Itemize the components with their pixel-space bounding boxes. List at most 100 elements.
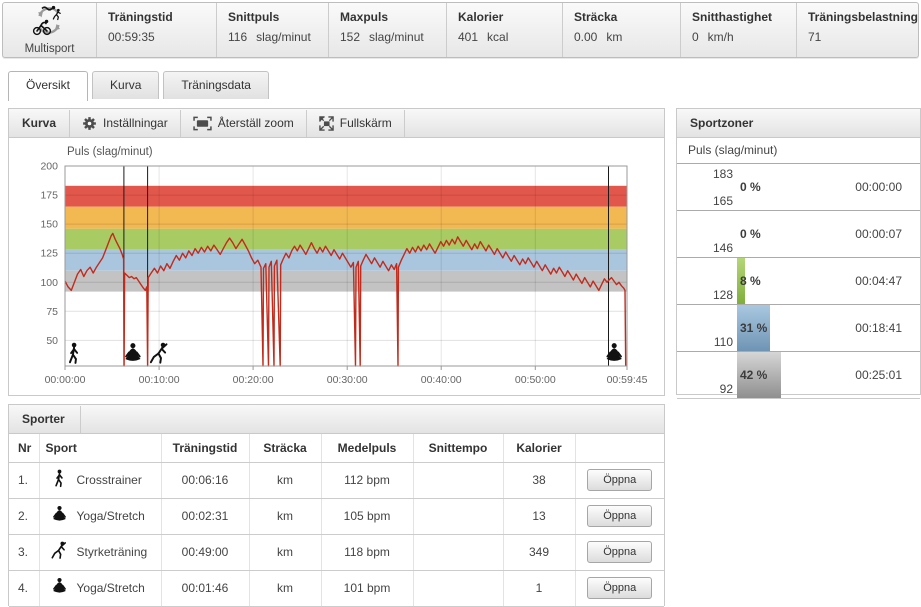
sport-duration: 00:01:46 — [161, 570, 249, 606]
svg-text:200: 200 — [40, 161, 58, 173]
sport-avg-hr: 118 bpm — [321, 534, 413, 570]
stat-unit: slag/minut — [369, 30, 424, 44]
app-window: { "header": { "activity_label": "Multisp… — [0, 0, 921, 607]
topbar-stat: Snitthastighet0km/h — [681, 3, 797, 57]
zone-percentage: 31 % — [740, 321, 767, 335]
svg-text:00:59:45: 00:59:45 — [607, 374, 648, 386]
strength-icon — [50, 541, 69, 563]
curve-panel-title: Kurva — [9, 109, 69, 137]
stat-unit: km — [606, 30, 622, 44]
svg-text:150: 150 — [40, 219, 58, 231]
table-row: 1.Crosstrainer00:06:16km112 bpm38Öppna — [9, 462, 664, 498]
fullscreen-icon — [319, 116, 334, 131]
sport-duration: 00:49:00 — [161, 534, 249, 570]
stat-unit: km/h — [708, 30, 734, 44]
zone-lower-bound: 128 — [687, 288, 733, 302]
sport-distance: km — [249, 570, 321, 606]
yoga-icon — [125, 343, 140, 361]
sport-pace — [413, 534, 503, 570]
sport-name: Styrketräning — [77, 545, 148, 559]
sport-duration: 00:02:31 — [161, 498, 249, 534]
crosstrainer-icon — [70, 343, 77, 363]
stat-value: 401 — [458, 30, 478, 44]
toolbar-button-label: Inställningar — [103, 109, 168, 137]
sportzone-row: 9242 %00:25:01 — [677, 352, 920, 399]
zone-lower-bound: 146 — [687, 241, 733, 255]
sport-name: Yoga/Stretch — [77, 581, 145, 595]
zone-time: 00:18:41 — [855, 321, 902, 335]
topbar-stat: Kalorier 401 kcal — [447, 3, 563, 57]
stat-label: Träningstid — [108, 10, 216, 24]
yoga-icon — [50, 505, 69, 527]
sport-calories: 38 — [503, 462, 575, 498]
sports-table-header: NrSportTräningstidSträckaMedelpulsSnitte… — [9, 434, 664, 462]
topbar-stat: Snittpuls116slag/minut — [217, 3, 329, 57]
column-header: Nr — [9, 434, 39, 462]
sport-avg-hr: 101 bpm — [321, 570, 413, 606]
fullskärm-button[interactable]: Fullskärm — [307, 110, 404, 137]
toolbar-button-label: Fullskärm — [340, 109, 392, 137]
reset-zoom-icon — [193, 116, 212, 131]
sports-panel: Sporter NrSportTräningstidSträckaMedelpu… — [8, 404, 665, 606]
column-header — [575, 434, 664, 462]
open-button[interactable]: Öppna — [587, 469, 652, 491]
stat-value: 71 — [808, 30, 821, 44]
tab-träningsdata[interactable]: Träningsdata — [163, 71, 269, 99]
heart-rate-chart-svg[interactable]: Puls (slag/minut)200175150125100755000:0… — [11, 140, 661, 392]
column-header: Kalorier — [503, 434, 575, 462]
inställningar-button[interactable]: Inställningar — [70, 110, 180, 137]
row-number: 4. — [9, 570, 39, 606]
table-row: 3.Styrketräning00:49:00km118 bpm349Öppna — [9, 534, 664, 570]
stat-label: Kalorier — [458, 10, 562, 24]
sport-pace — [413, 570, 503, 606]
zone-percentage: 0 % — [740, 227, 761, 241]
svg-text:175: 175 — [40, 190, 58, 202]
zone-lower-bound: 92 — [687, 382, 733, 396]
zone-percentage: 42 % — [740, 368, 767, 382]
svg-text:00:40:00: 00:40:00 — [421, 374, 462, 386]
svg-text:100: 100 — [40, 277, 58, 289]
svg-text:50: 50 — [46, 335, 58, 347]
tab-kurva[interactable]: Kurva — [92, 71, 159, 99]
row-number: 3. — [9, 534, 39, 570]
zone-lower-bound: 110 — [687, 335, 733, 349]
stat-label: Snitthastighet — [692, 10, 796, 24]
sportzones-panel: Sportzoner Puls (slag/minut) 1831650 %00… — [676, 108, 921, 395]
svg-text:00:00:00: 00:00:00 — [45, 374, 86, 386]
column-header: Medelpuls — [321, 434, 413, 462]
stat-unit: kcal — [487, 30, 508, 44]
stat-value: 0.00 — [574, 30, 597, 44]
sport-pace — [413, 498, 503, 534]
topbar-stat: Maxpuls152slag/minut — [329, 3, 447, 57]
återställ-zoom-button[interactable]: Återställ zoom — [181, 110, 306, 137]
stat-label: Träningsbelastning — [808, 10, 918, 24]
stat-label: Maxpuls — [340, 10, 446, 24]
tab-översikt[interactable]: Översikt — [8, 71, 88, 101]
open-button[interactable]: Öppna — [587, 541, 652, 563]
zone-time: 00:00:07 — [855, 227, 902, 241]
sport-avg-hr: 105 bpm — [321, 498, 413, 534]
sportzone-row: 1288 %00:04:47 — [677, 258, 920, 305]
open-button[interactable]: Öppna — [587, 577, 652, 599]
sportzone-row: 1831650 %00:00:00 — [677, 164, 920, 211]
stat-label: Snittpuls — [228, 10, 328, 24]
heart-rate-chart[interactable]: Puls (slag/minut)200175150125100755000:0… — [11, 140, 664, 397]
activity-label: Multisport — [25, 43, 75, 55]
row-number: 2. — [9, 498, 39, 534]
stat-unit: slag/minut — [256, 30, 311, 44]
toolbar-divider — [80, 406, 81, 433]
tab-bar: ÖversiktKurvaTräningsdata — [8, 71, 269, 98]
zone-time: 00:00:00 — [855, 180, 902, 194]
svg-text:Puls (slag/minut): Puls (slag/minut) — [67, 146, 153, 158]
svg-text:00:10:00: 00:10:00 — [139, 374, 180, 386]
zone-percentage: 0 % — [740, 180, 761, 194]
table-row: 2.Yoga/Stretch00:02:31km105 bpm13Öppna — [9, 498, 664, 534]
topbar-stat: Träningsbelastning 71 — [797, 3, 918, 57]
sportzone-row: 110 31 % 00:18:41 — [677, 305, 920, 352]
open-button[interactable]: Öppna — [587, 505, 652, 527]
stat-value: 00:59:35 — [108, 30, 155, 44]
column-header: Sport — [39, 434, 161, 462]
column-header: Sträcka — [249, 434, 321, 462]
activity-cell: Multisport — [3, 3, 97, 57]
sport-pace — [413, 462, 503, 498]
